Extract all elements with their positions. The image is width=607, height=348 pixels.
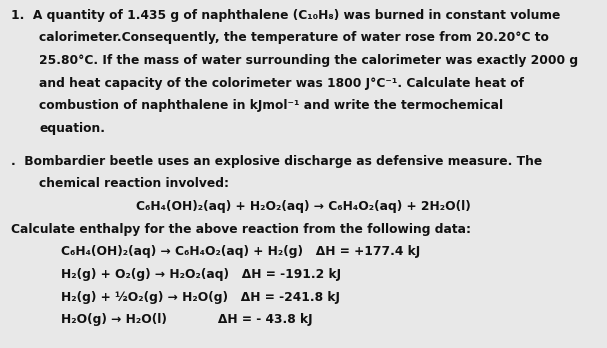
Text: C₆H₄(OH)₂(aq) + H₂O₂(aq) → C₆H₄O₂(aq) + 2H₂O(l): C₆H₄(OH)₂(aq) + H₂O₂(aq) → C₆H₄O₂(aq) + … — [136, 200, 471, 213]
Text: chemical reaction involved:: chemical reaction involved: — [39, 177, 229, 190]
Text: H₂(g) + ½O₂(g) → H₂O(g)   ΔH = -241.8 kJ: H₂(g) + ½O₂(g) → H₂O(g) ΔH = -241.8 kJ — [61, 291, 340, 303]
Text: H₂(g) + O₂(g) → H₂O₂(aq)   ΔH = -191.2 kJ: H₂(g) + O₂(g) → H₂O₂(aq) ΔH = -191.2 kJ — [61, 268, 341, 281]
Text: calorimeter.Consequently, the temperature of water rose from 20.20°C to: calorimeter.Consequently, the temperatur… — [39, 31, 549, 44]
Text: H₂O(g) → H₂O(l)            ΔH = - 43.8 kJ: H₂O(g) → H₂O(l) ΔH = - 43.8 kJ — [61, 313, 313, 326]
Text: and heat capacity of the colorimeter was 1800 J°C⁻¹. Calculate heat of: and heat capacity of the colorimeter was… — [39, 77, 524, 89]
Text: 25.80°C. If the mass of water surrounding the calorimeter was exactly 2000 g: 25.80°C. If the mass of water surroundin… — [39, 54, 578, 67]
Text: C₆H₄(OH)₂(aq) → C₆H₄O₂(aq) + H₂(g)   ΔH = +177.4 kJ: C₆H₄(OH)₂(aq) → C₆H₄O₂(aq) + H₂(g) ΔH = … — [61, 245, 420, 258]
Text: combustion of naphthalene in kJmol⁻¹ and write the termochemical: combustion of naphthalene in kJmol⁻¹ and… — [39, 99, 504, 112]
Text: equation.: equation. — [39, 122, 106, 135]
Text: 1.  A quantity of 1.435 g of naphthalene (C₁₀H₈) was burned in constant volume: 1. A quantity of 1.435 g of naphthalene … — [11, 9, 560, 22]
Text: Calculate enthalpy for the above reaction from the following data:: Calculate enthalpy for the above reactio… — [11, 223, 471, 236]
Text: .  Bombardier beetle uses an explosive discharge as defensive measure. The: . Bombardier beetle uses an explosive di… — [11, 155, 542, 168]
